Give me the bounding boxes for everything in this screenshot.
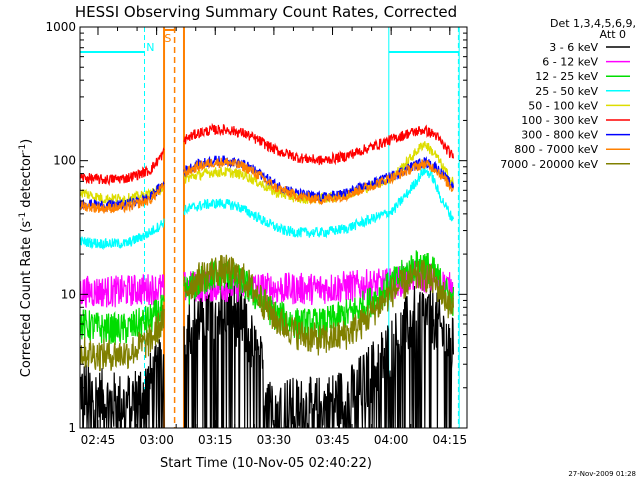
night-flag-0: N: [146, 41, 154, 54]
y-axis-label-sup2: -1: [18, 144, 28, 153]
legend-label: 25 - 50 keV: [535, 85, 598, 98]
footer-date: 27-Nov-2009 01:28: [568, 470, 636, 478]
chart-title: HESSI Observing Summary Count Rates, Cor…: [75, 3, 457, 21]
y-tick-label: 1: [68, 421, 76, 435]
plot-data-group: [80, 27, 460, 428]
y-axis-label: Corrected Count Rate (s-1 detector-1): [18, 139, 34, 377]
series-line-7: [80, 157, 454, 214]
y-tick-label: 100: [53, 154, 76, 168]
legend-label: 7000 - 20000 keV: [500, 158, 598, 171]
legend-header-line2: Att 0: [600, 28, 626, 41]
series-line-3: [80, 165, 454, 250]
legend-label: 50 - 100 keV: [528, 99, 598, 112]
legend-header-line1: Det 1,3,4,5,6,9,: [550, 17, 636, 30]
x-tick-label: 04:00: [374, 433, 409, 447]
x-axis-label: Start Time (10-Nov-05 02:40:22): [160, 456, 372, 471]
x-tick-label: 03:45: [315, 433, 350, 447]
legend-label: 6 - 12 keV: [542, 56, 598, 69]
y-axis-label-main: Corrected Count Rate (s: [19, 221, 34, 378]
series-line-0: [80, 278, 454, 428]
legend-label: 300 - 800 keV: [521, 129, 598, 142]
y-axis-label-sup1: -1: [18, 212, 28, 221]
y-axis-label-end: ): [19, 139, 34, 144]
x-tick-label: 03:30: [257, 433, 292, 447]
x-tick-label: 04:15: [433, 433, 468, 447]
x-tick-label: 02:45: [81, 433, 116, 447]
series-line-5: [80, 122, 454, 187]
legend-label: 3 - 6 keV: [549, 41, 598, 54]
legend-label: 12 - 25 keV: [535, 70, 598, 83]
x-tick-label: 03:00: [139, 433, 174, 447]
series-line-8: [80, 254, 454, 372]
y-tick-label: 10: [61, 287, 76, 301]
saa-flag-0: S: [164, 32, 171, 45]
legend-label: 100 - 300 keV: [521, 114, 598, 127]
y-axis-label-mid: detector: [19, 152, 34, 212]
x-tick-label: 03:15: [198, 433, 233, 447]
legend-label: 800 - 7000 keV: [514, 143, 598, 156]
svg-text:Corrected Count Rate (s-1 dete: Corrected Count Rate (s-1 detector-1): [18, 139, 34, 377]
y-tick-label: 1000: [45, 20, 76, 34]
